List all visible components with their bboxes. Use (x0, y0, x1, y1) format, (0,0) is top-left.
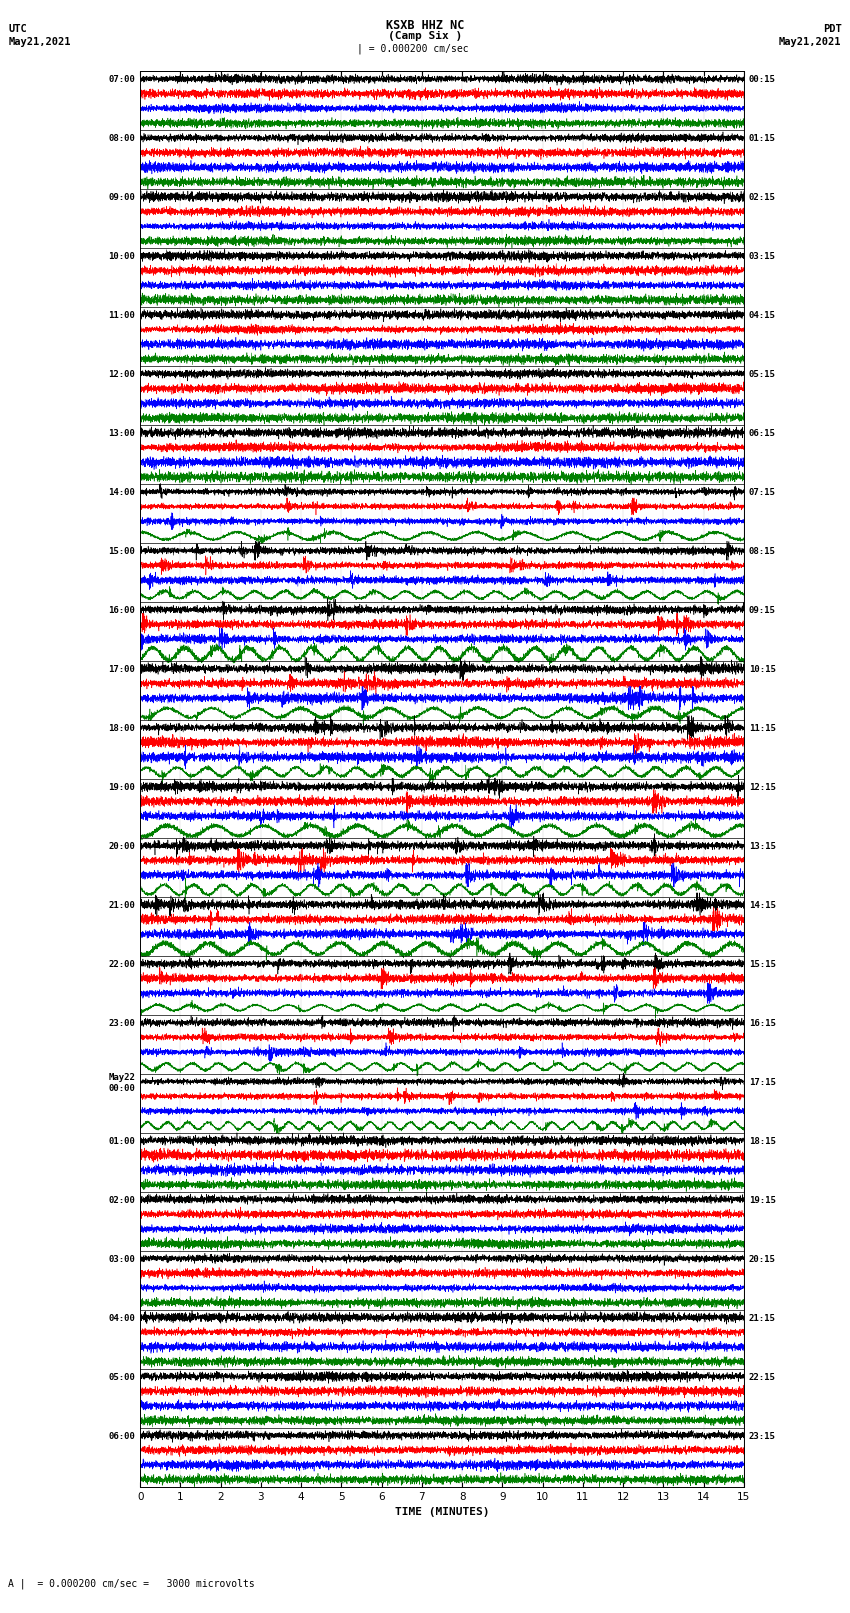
Text: PDT: PDT (823, 24, 842, 34)
Text: KSXB HHZ NC: KSXB HHZ NC (386, 19, 464, 32)
Text: May21,2021: May21,2021 (779, 37, 842, 47)
Text: May21,2021: May21,2021 (8, 37, 71, 47)
Text: | = 0.000200 cm/sec: | = 0.000200 cm/sec (357, 44, 468, 55)
Text: A |  = 0.000200 cm/sec =   3000 microvolts: A | = 0.000200 cm/sec = 3000 microvolts (8, 1578, 255, 1589)
Text: (Camp Six ): (Camp Six ) (388, 31, 462, 40)
Text: UTC: UTC (8, 24, 27, 34)
X-axis label: TIME (MINUTES): TIME (MINUTES) (394, 1508, 490, 1518)
